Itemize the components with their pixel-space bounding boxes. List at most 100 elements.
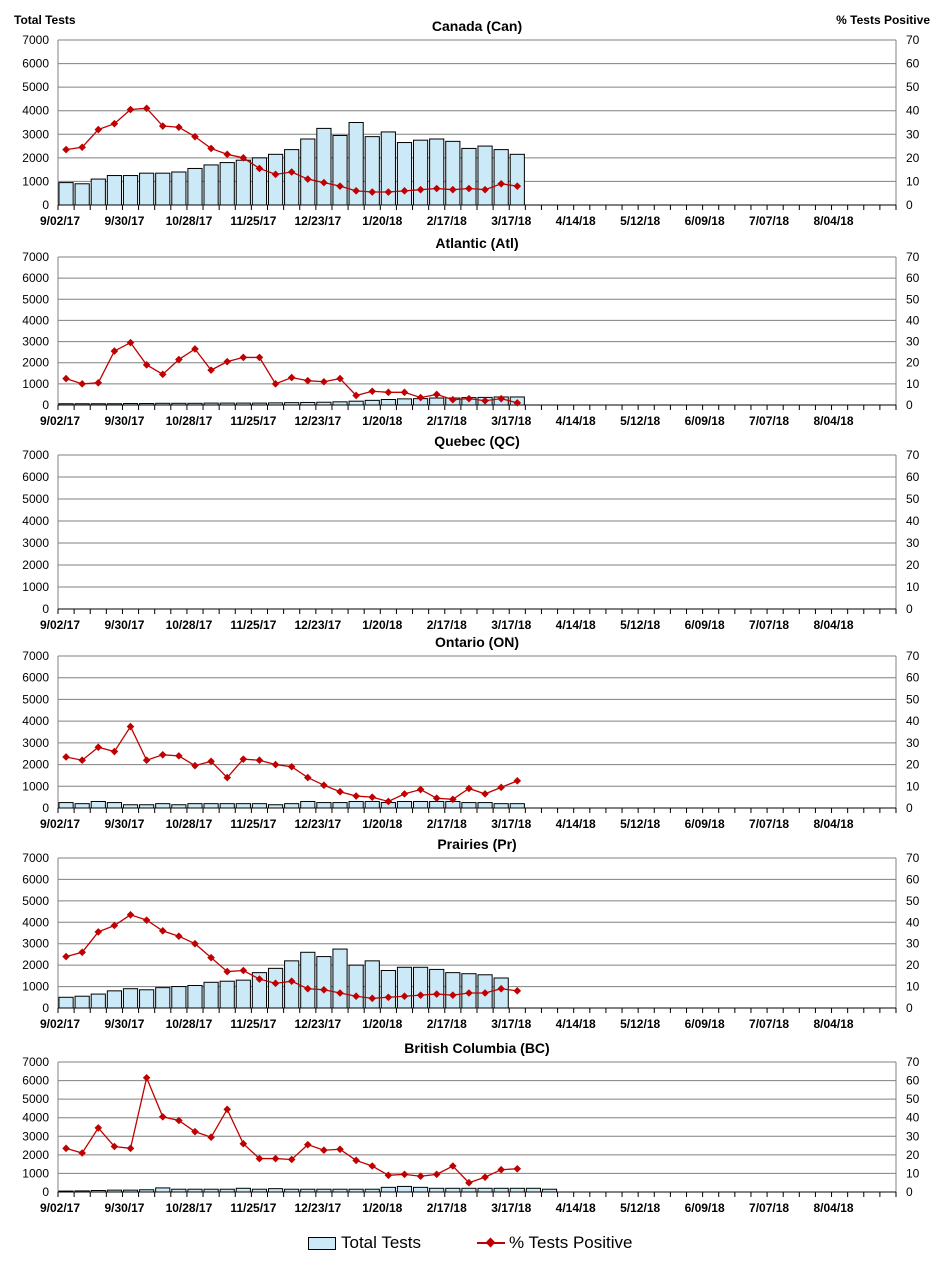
bar-total-tests [155, 803, 171, 809]
bar-total-tests [171, 986, 187, 1009]
bar-total-tests [364, 960, 380, 1009]
marker-percent-positive [384, 388, 393, 397]
bar-total-tests [74, 183, 90, 206]
bar-total-tests [380, 131, 396, 206]
x-tick-label: 6/09/18 [685, 1201, 725, 1215]
y-tick-label-left: 6000 [22, 671, 49, 685]
x-tick-label: 11/25/17 [230, 618, 276, 632]
y-tick-label-left: 0 [42, 801, 49, 815]
y-tick-label-right: 10 [906, 1166, 920, 1180]
y-tick-label-left: 6000 [22, 57, 49, 71]
marker-percent-positive [384, 797, 393, 806]
line-percent-positive [65, 341, 518, 404]
marker-percent-positive [191, 132, 199, 141]
y-tick-label-right: 20 [906, 558, 920, 572]
x-tick-label: 2/17/18 [427, 1201, 467, 1215]
bar-total-tests [493, 803, 509, 809]
marker-percent-positive [78, 143, 86, 152]
right-axis-title: % Tests Positive [836, 13, 930, 27]
bar-total-tests [251, 803, 268, 809]
marker-percent-positive [303, 984, 312, 993]
y-tick-label-right: 20 [906, 356, 920, 370]
y-tick-label-left: 3000 [22, 1129, 49, 1143]
marker-percent-positive [287, 762, 296, 771]
x-tick-label: 9/30/17 [104, 214, 144, 228]
bar-total-tests [58, 1190, 74, 1193]
x-tick-label: 8/04/18 [814, 618, 854, 632]
x-tick-label: 3/17/18 [491, 414, 531, 428]
bar-total-tests [429, 397, 445, 406]
marker-percent-positive [400, 790, 409, 798]
y-tick-label-right: 50 [906, 292, 920, 306]
y-tick-label-right: 10 [906, 980, 920, 994]
marker-percent-positive [400, 1170, 409, 1179]
x-tick-label: 5/12/18 [620, 414, 660, 428]
marker-percent-positive [126, 910, 135, 919]
marker-percent-positive [368, 188, 377, 196]
marker-percent-positive [497, 394, 505, 403]
x-tick-label: 2/17/18 [427, 414, 467, 428]
y-tick-label-left: 3000 [22, 335, 49, 349]
y-tick-label-left: 3000 [22, 736, 49, 750]
marker-percent-positive [449, 185, 457, 194]
marker-percent-positive [368, 994, 377, 1003]
bar-total-tests [219, 1188, 235, 1193]
marker-percent-positive [239, 1139, 248, 1148]
marker-percent-positive [497, 179, 505, 188]
marker-percent-positive [352, 792, 360, 800]
marker-percent-positive [449, 1162, 457, 1170]
marker-percent-positive [255, 756, 264, 765]
y-tick-label-right: 30 [906, 736, 920, 750]
bar-total-tests [332, 948, 348, 1009]
marker-percent-positive [303, 175, 312, 183]
x-tick-label: 2/17/18 [427, 618, 467, 632]
marker-percent-positive [416, 1172, 425, 1181]
bar-total-tests [235, 1187, 251, 1193]
bar-total-tests [348, 1188, 364, 1193]
y-tick-label-left: 0 [42, 1001, 49, 1015]
chart-title: Prairies (Pr) [437, 836, 516, 852]
y-tick-label-left: 5000 [22, 80, 49, 94]
y-tick-label-right: 10 [906, 779, 920, 793]
x-tick-label: 6/09/18 [685, 618, 725, 632]
y-tick-label-right: 60 [906, 671, 920, 685]
x-tick-label: 12/23/17 [294, 817, 341, 831]
bar-swatch-icon [308, 1236, 336, 1250]
bar-total-tests [58, 182, 74, 206]
bar-total-tests [203, 402, 219, 406]
marker-percent-positive [175, 355, 183, 364]
marker-percent-positive [239, 353, 248, 362]
x-tick-label: 11/25/17 [230, 1017, 276, 1031]
marker-percent-positive [142, 916, 151, 924]
y-tick-label-right: 60 [906, 271, 920, 285]
bar-total-tests [396, 1185, 413, 1193]
marker-percent-positive [416, 393, 425, 402]
marker-percent-positive [126, 1144, 135, 1153]
y-tick-label-left: 2000 [22, 356, 49, 370]
x-tick-label: 4/14/18 [556, 618, 596, 632]
marker-percent-positive [449, 395, 457, 404]
y-tick-label-right: 0 [906, 801, 913, 815]
bar-total-tests [284, 149, 300, 206]
y-tick-label-right: 0 [906, 198, 913, 212]
y-tick-label-right: 70 [906, 448, 920, 462]
bar-total-tests [493, 1187, 509, 1193]
marker-percent-positive [271, 170, 280, 179]
bar-total-tests [316, 401, 332, 406]
marker-percent-positive [497, 783, 505, 792]
marker-percent-positive [207, 757, 215, 766]
bar-total-tests [139, 172, 155, 206]
marker-percent-positive [481, 185, 489, 194]
marker-percent-positive [271, 380, 280, 388]
y-tick-label-left: 5000 [22, 292, 49, 306]
bar-total-tests [58, 403, 74, 406]
x-tick-label: 7/07/18 [749, 1017, 789, 1031]
marker-percent-positive [78, 1149, 86, 1157]
marker-percent-positive [368, 1162, 377, 1170]
x-tick-label: 1/20/18 [362, 214, 402, 228]
marker-percent-positive [465, 989, 473, 997]
bar-total-tests [155, 987, 171, 1009]
y-tick-label-right: 0 [906, 1001, 913, 1015]
marker-percent-positive [513, 1164, 522, 1173]
bar-total-tests [461, 147, 477, 206]
